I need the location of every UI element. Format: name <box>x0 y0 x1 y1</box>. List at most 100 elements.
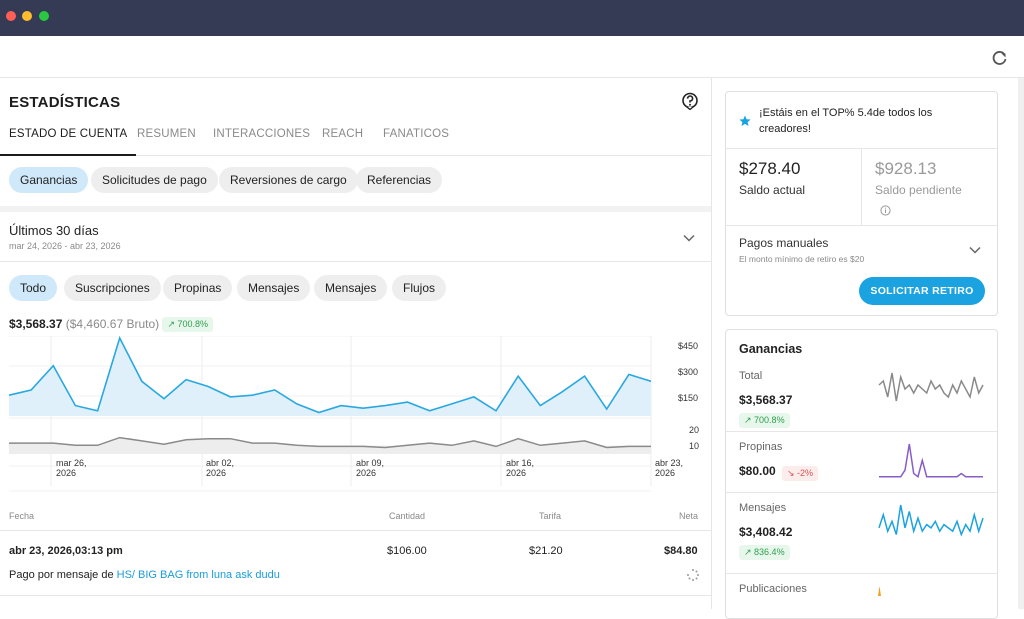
help-icon[interactable] <box>681 92 699 110</box>
pending-balance: $928.13 <box>875 159 936 179</box>
sparkline-path <box>879 444 983 477</box>
statements-panel: ESTADÍSTICAS ESTADO DE CUENTA RESUMEN IN… <box>0 78 712 609</box>
tab-estado-de-cuenta[interactable]: ESTADO DE CUENTA <box>0 128 136 156</box>
filter-propinas[interactable]: Propinas <box>163 275 232 301</box>
stats-tabs: ESTADO DE CUENTA RESUMEN INTERACCIONES R… <box>0 124 712 156</box>
stat-sparkline <box>878 499 984 543</box>
period-label: Últimos 30 días <box>9 223 99 238</box>
y-tick-label: 20 <box>689 425 699 435</box>
stat-divider <box>726 431 997 432</box>
section-divider <box>0 206 712 212</box>
table-header-divider <box>0 530 712 531</box>
maximize-window-dot[interactable] <box>39 11 49 21</box>
page-scrollbar[interactable] <box>1018 78 1024 609</box>
stat-label: Propinas <box>739 441 782 453</box>
manual-payments-title: Pagos manuales <box>739 236 828 250</box>
chart-area-fill <box>9 338 651 416</box>
change-value: 700.8% <box>178 319 209 329</box>
earnings-card: Ganancias Total $3,568.37 ↗ 700.8% Propinas… <box>725 329 998 619</box>
stat-divider <box>726 573 997 574</box>
current-balance-label: Saldo actual <box>739 183 805 197</box>
net-total: $3,568.37 <box>9 317 62 331</box>
stat-label: Total <box>739 370 762 382</box>
earnings-chart <box>0 336 712 511</box>
row-amount: $106.00 <box>387 545 427 557</box>
row-net: $84.80 <box>664 545 698 557</box>
sparkline-path <box>878 586 881 596</box>
totals-line: $3,568.37 ($4,460.67 Bruto) ↗ 700.8% <box>9 317 213 332</box>
period-chevron-down-icon[interactable] <box>682 231 696 245</box>
manual-payments-chevron-down-icon[interactable] <box>968 243 982 257</box>
subtab-solicitudes-de-pago[interactable]: Solicitudes de pago <box>91 167 218 193</box>
tab-reach[interactable]: REACH <box>322 128 363 156</box>
row-description: Pago por mensaje de HS/ BIG BAG from lun… <box>9 569 280 581</box>
stat-divider <box>726 492 997 493</box>
row-description-link[interactable]: HS/ BIG BAG from luna ask dudu <box>117 569 280 581</box>
x-tick-label: abr 09, 2026 <box>356 458 384 478</box>
refresh-icon[interactable] <box>992 50 1008 66</box>
row-fee: $21.20 <box>529 545 563 557</box>
stat-label: Mensajes <box>739 502 786 514</box>
balance-vertical-divider <box>861 148 862 225</box>
earnings-card-title: Ganancias <box>739 342 802 356</box>
filter-flujos[interactable]: Flujos <box>392 275 446 301</box>
minimize-window-dot[interactable] <box>22 11 32 21</box>
close-window-dot[interactable] <box>6 11 16 21</box>
info-icon[interactable] <box>880 205 891 216</box>
pending-balance-label: Saldo pendiente <box>875 183 962 197</box>
tab-interacciones[interactable]: INTERACCIONES <box>213 128 310 156</box>
col-fecha: Fecha <box>9 511 34 521</box>
col-cantidad: Cantidad <box>389 511 425 521</box>
subtab-referencias[interactable]: Referencias <box>356 167 442 193</box>
earnings-chart-svg <box>0 336 712 506</box>
stat-change-badge: ↗ 700.8% <box>739 413 790 428</box>
tab-fanaticos[interactable]: FANATICOS <box>383 128 449 156</box>
stat-change-badge: ↗ 836.4% <box>739 545 790 560</box>
stat-sparkline <box>878 580 984 600</box>
y-tick-label: $450 <box>678 341 698 351</box>
star-icon <box>739 115 751 127</box>
subtab-ganancias[interactable]: Ganancias <box>9 167 88 193</box>
loading-spinner-icon <box>686 568 700 582</box>
stat-sparkline <box>878 367 984 411</box>
x-tick-label: abr 02, 2026 <box>206 458 234 478</box>
top-bar <box>0 36 1024 78</box>
subtab-reversiones-de-cargo[interactable]: Reversiones de cargo <box>219 167 358 193</box>
sparkline-path <box>879 373 983 401</box>
stat-label: Publicaciones <box>739 583 807 595</box>
page-title: ESTADÍSTICAS <box>9 94 120 111</box>
period-divider <box>0 261 712 262</box>
filter-todo[interactable]: Todo <box>9 275 57 301</box>
x-tick-label: abr 16, 2026 <box>506 458 534 478</box>
stat-value: $80.00 <box>739 464 776 478</box>
y-tick-label: $300 <box>678 367 698 377</box>
sparkline-path <box>879 505 983 535</box>
request-withdrawal-button[interactable]: SOLICITAR RETIRO <box>859 277 985 305</box>
tab-resumen[interactable]: RESUMEN <box>137 128 196 156</box>
x-tick-label: mar 26, 2026 <box>56 458 87 478</box>
gross-total: ($4,460.67 Bruto) <box>66 317 159 331</box>
y-tick-label: $150 <box>678 393 698 403</box>
x-tick-label: abr 23, 2026 <box>655 458 683 478</box>
filter-mensajes[interactable]: Mensajes <box>237 275 310 301</box>
stat-sparkline <box>878 438 984 482</box>
row-description-prefix: Pago por mensaje de <box>9 569 117 581</box>
y-tick-label: 10 <box>689 441 699 451</box>
col-tarifa: Tarifa <box>539 511 561 521</box>
manual-payments-note: El monto mínimo de retiro es $20 <box>739 254 864 264</box>
stat-change-badge: ↘ -2% <box>782 466 818 481</box>
stat-value: $3,408.42 <box>739 525 792 539</box>
period-range: mar 24, 2026 - abr 23, 2026 <box>9 241 121 251</box>
row-divider <box>0 595 712 596</box>
window-titlebar <box>0 0 1024 36</box>
filter-mensajes-2[interactable]: Mensajes <box>314 275 387 301</box>
balance-divider-2 <box>726 225 997 226</box>
change-badge: ↗ 700.8% <box>162 317 213 332</box>
balance-card: ¡Estáis en el TOP% 5.4de todos los cread… <box>725 91 998 316</box>
stat-value: $3,568.37 <box>739 393 792 407</box>
col-neta: Neta <box>679 511 698 521</box>
filter-suscripciones[interactable]: Suscripciones <box>64 275 161 301</box>
current-balance: $278.40 <box>739 159 800 179</box>
sidebar-panel: ¡Estáis en el TOP% 5.4de todos los cread… <box>713 78 1024 609</box>
top-creator-text: ¡Estáis en el TOP% 5.4de todos los cread… <box>759 105 969 137</box>
